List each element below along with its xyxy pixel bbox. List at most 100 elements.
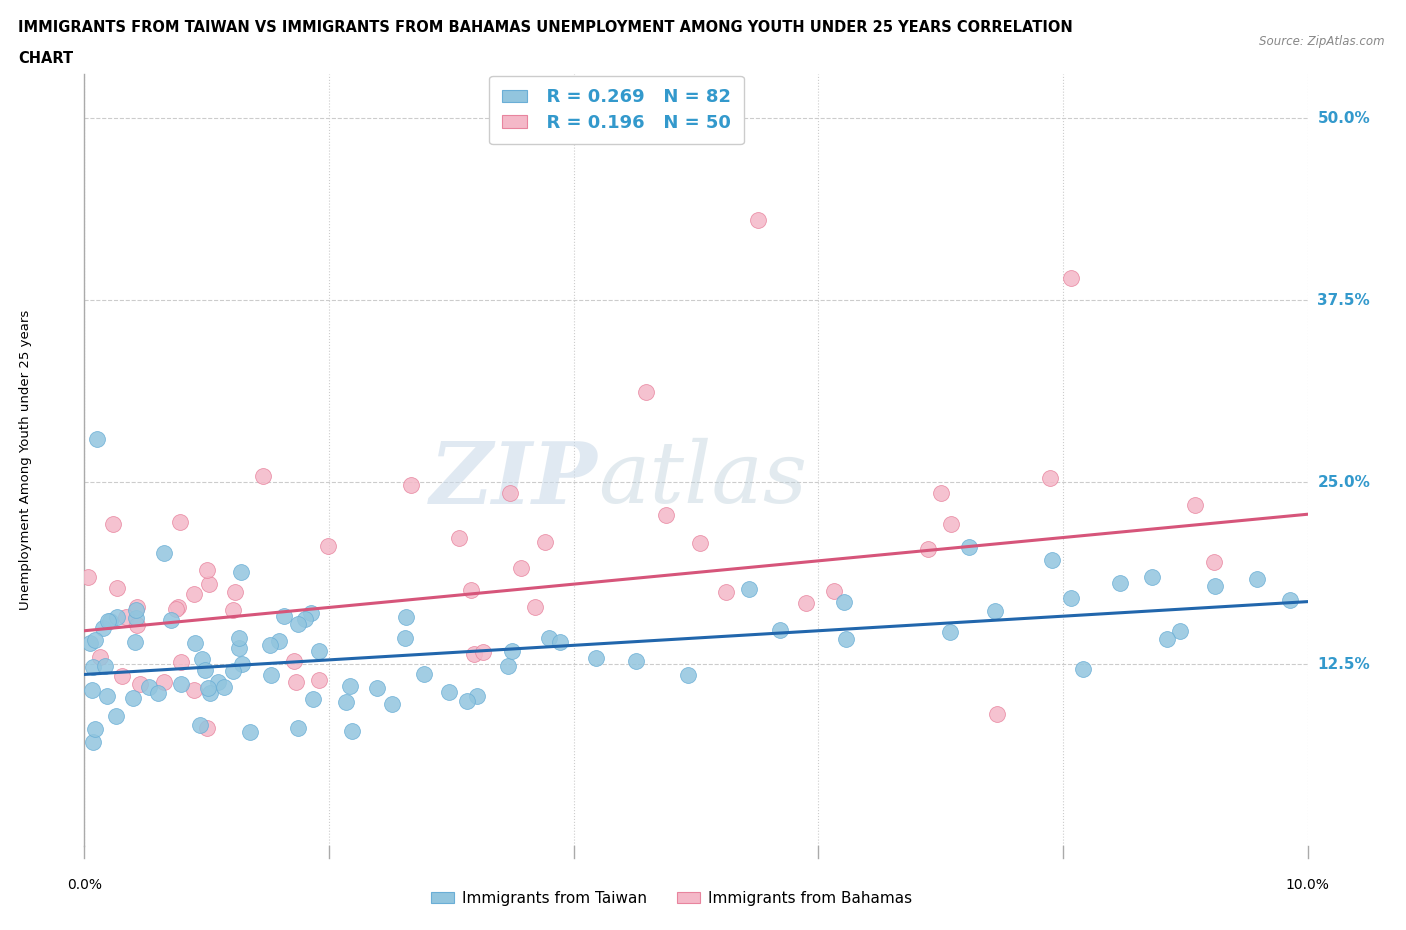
Point	[184, 635, 207, 650]
Point	[104, 709, 127, 724]
Point	[165, 602, 187, 617]
Point	[1246, 572, 1268, 587]
Text: 10.0%: 10.0%	[1285, 878, 1330, 893]
Point	[301, 691, 323, 706]
Point	[83, 632, 105, 647]
Point	[96, 688, 118, 703]
Point	[1279, 592, 1302, 607]
Point	[308, 672, 330, 687]
Point	[456, 694, 478, 709]
Point	[267, 633, 290, 648]
Point	[122, 691, 145, 706]
Point	[283, 654, 305, 669]
Point	[167, 599, 190, 614]
Point	[125, 603, 148, 618]
Point	[823, 583, 845, 598]
Point	[689, 536, 711, 551]
Point	[1184, 498, 1206, 512]
Point	[537, 631, 560, 645]
Point	[273, 609, 295, 624]
Text: IMMIGRANTS FROM TAIWAN VS IMMIGRANTS FROM BAHAMAS UNEMPLOYMENT AMONG YOUTH UNDER: IMMIGRANTS FROM TAIWAN VS IMMIGRANTS FRO…	[18, 20, 1073, 35]
Point	[82, 659, 104, 674]
Point	[1108, 576, 1130, 591]
Point	[148, 685, 170, 700]
Point	[939, 516, 962, 531]
Point	[1156, 631, 1178, 646]
Point	[381, 697, 404, 711]
Point	[499, 485, 522, 500]
Point	[449, 531, 471, 546]
Point	[111, 669, 134, 684]
Point	[259, 668, 281, 683]
Point	[917, 542, 939, 557]
Point	[91, 620, 114, 635]
Point	[128, 677, 150, 692]
Point	[769, 622, 792, 637]
Point	[194, 662, 217, 677]
Text: 12.5%: 12.5%	[1317, 657, 1369, 671]
Point	[524, 600, 547, 615]
Point	[626, 653, 648, 668]
Point	[82, 735, 104, 750]
Point	[284, 674, 307, 689]
Point	[98, 613, 121, 628]
Point	[170, 677, 193, 692]
Point	[153, 545, 176, 560]
Point	[195, 563, 218, 578]
Point	[747, 213, 769, 228]
Point	[931, 485, 953, 500]
Point	[195, 720, 218, 735]
Point	[939, 624, 962, 639]
Point	[124, 611, 146, 626]
Point	[316, 538, 339, 553]
Point	[86, 432, 108, 446]
Point	[437, 685, 460, 700]
Point	[105, 580, 128, 595]
Point	[654, 508, 676, 523]
Point	[77, 569, 100, 584]
Point	[198, 577, 221, 591]
Point	[228, 631, 250, 645]
Point	[585, 650, 607, 665]
Point	[636, 385, 658, 400]
Point	[533, 535, 555, 550]
Point	[114, 609, 136, 624]
Point	[463, 646, 485, 661]
Point	[959, 539, 981, 554]
Point	[335, 695, 357, 710]
Point	[509, 560, 531, 575]
Point	[125, 618, 148, 632]
Point	[465, 688, 488, 703]
Point	[413, 667, 436, 682]
Point	[153, 675, 176, 690]
Point	[239, 724, 262, 739]
Point	[183, 586, 205, 601]
Point	[159, 613, 181, 628]
Point	[83, 722, 105, 737]
Point	[676, 668, 699, 683]
Point	[188, 718, 211, 733]
Point	[169, 514, 191, 529]
Point	[124, 634, 146, 649]
Point	[1039, 471, 1062, 485]
Point	[231, 657, 253, 671]
Point	[738, 581, 761, 596]
Point	[287, 617, 309, 631]
Point	[299, 605, 322, 620]
Point	[1168, 623, 1191, 638]
Point	[395, 610, 418, 625]
Point	[221, 603, 243, 618]
Point	[94, 658, 117, 673]
Point	[287, 721, 309, 736]
Point	[366, 680, 388, 695]
Point	[101, 516, 124, 531]
Text: Unemployment Among Youth under 25 years: Unemployment Among Youth under 25 years	[20, 311, 32, 610]
Point	[501, 644, 523, 658]
Point	[294, 611, 316, 626]
Point	[231, 565, 253, 579]
Point	[1140, 569, 1163, 584]
Legend: Immigrants from Taiwan, Immigrants from Bahamas: Immigrants from Taiwan, Immigrants from …	[425, 884, 918, 912]
Point	[198, 685, 221, 700]
Point	[1060, 271, 1083, 286]
Point	[191, 652, 214, 667]
